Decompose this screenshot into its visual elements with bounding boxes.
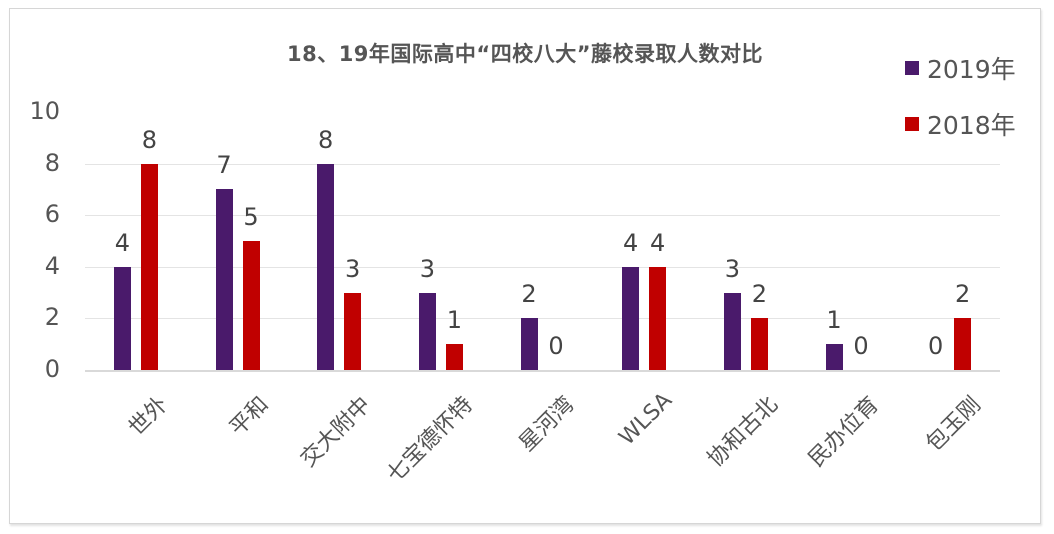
data-label: 3 <box>345 254 361 283</box>
data-label: 0 <box>928 332 944 360</box>
data-label: 8 <box>318 125 334 154</box>
data-label: 2 <box>521 280 537 309</box>
gridline <box>85 163 1000 165</box>
bar-2019年-协和古北 <box>723 292 741 370</box>
data-label: 1 <box>826 306 842 335</box>
data-label: 7 <box>216 151 232 180</box>
y-tick-label: 10 <box>29 97 60 125</box>
bar-2019年-交大附中 <box>317 163 335 370</box>
bar-2018年-协和古北 <box>750 318 768 370</box>
data-label: 2 <box>751 280 767 309</box>
legend-label-2019: 2019年 <box>927 55 1016 84</box>
y-tick-label: 8 <box>44 148 60 177</box>
bar-2019年-WLSA <box>622 266 640 370</box>
data-label: 5 <box>243 203 259 231</box>
bar-2018年-平和 <box>242 241 260 370</box>
gridline <box>85 318 1000 320</box>
legend-item-2019: 2019年 <box>905 40 1016 96</box>
bar-2019年-平和 <box>215 189 233 370</box>
bar-2019年-星河湾 <box>520 318 538 370</box>
gridline <box>85 215 1000 217</box>
data-label: 3 <box>724 254 740 283</box>
bar-2019年-七宝德怀特 <box>418 292 436 370</box>
data-label: 3 <box>419 254 435 283</box>
data-label: 0 <box>853 332 869 360</box>
data-label: 4 <box>623 228 639 257</box>
bar-2019年-民办位育 <box>825 344 843 370</box>
x-axis-line <box>85 370 1000 372</box>
data-label: 1 <box>446 306 462 335</box>
legend: 2019年 2018年 <box>905 40 1016 152</box>
legend-item-2018: 2018年 <box>905 96 1016 152</box>
bar-2018年-世外 <box>140 163 158 370</box>
y-tick-label: 4 <box>44 251 60 280</box>
legend-swatch-2019 <box>905 61 919 75</box>
y-tick-label: 0 <box>44 355 60 383</box>
y-tick-label: 2 <box>44 303 60 332</box>
legend-swatch-2018 <box>905 117 919 131</box>
chart-title: 18、19年国际高中“四校八大”藤校录取人数对比 <box>286 42 764 66</box>
data-label: 4 <box>650 228 666 257</box>
data-label: 4 <box>114 228 130 257</box>
bar-2018年-WLSA <box>649 266 667 370</box>
gridline <box>85 266 1000 268</box>
y-tick-label: 6 <box>44 200 60 229</box>
data-label: 0 <box>548 332 564 360</box>
legend-label-2018: 2018年 <box>927 111 1016 140</box>
bar-2019年-世外 <box>113 266 131 370</box>
bar-2018年-七宝德怀特 <box>445 344 463 370</box>
bar-2018年-包玉刚 <box>954 318 972 370</box>
bar-2018年-交大附中 <box>344 292 362 370</box>
data-label: 8 <box>141 125 157 154</box>
data-label: 2 <box>955 280 971 309</box>
chart-frame <box>9 8 1041 524</box>
